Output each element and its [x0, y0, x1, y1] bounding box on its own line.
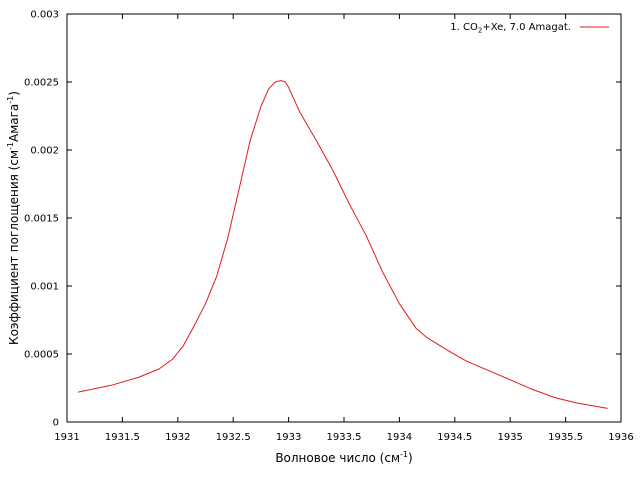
x-tick-label: 1931 [54, 432, 79, 443]
legend-label-subscript: 2 [478, 27, 482, 35]
x-tick-label: 1936 [608, 432, 633, 443]
y-axis-title-part3: ) [7, 91, 21, 96]
x-tick-label: 1933.5 [327, 432, 362, 443]
legend-label-prefix: 1. CO [450, 22, 478, 33]
x-tick-label: 1932 [165, 432, 190, 443]
x-axis-title: Волновое число (см-1) [275, 450, 412, 465]
legend-label-suffix: +Xe, 7.0 Amagat. [482, 22, 571, 33]
x-tick-label: 1934 [387, 432, 412, 443]
x-tick-label: 1935.5 [548, 432, 583, 443]
y-axis-title-superscript2: -1 [6, 96, 15, 104]
plot-frame [66, 13, 622, 423]
y-tick-label: 0 [53, 418, 59, 429]
y-axis-title-part2: Амага [7, 104, 21, 142]
x-tick-label: 1933 [276, 432, 301, 443]
legend: 1. CO2+Xe, 7.0 Amagat. [450, 22, 609, 35]
y-tick-label: 0.002 [30, 146, 59, 157]
series-line-1 [77, 80, 608, 409]
x-tick-label: 1935 [497, 432, 522, 443]
x-tick-label: 1934.5 [437, 432, 472, 443]
y-axis-title-part1: Коэффициент поглощения (см [7, 150, 21, 345]
y-tick-label: 0.0015 [24, 214, 59, 225]
y-tick-label: 0.003 [30, 10, 59, 21]
ticks-layer: 1931 1931.5 1932 1932.5 1933 1933.5 1934 1934.5… [24, 10, 634, 444]
x-tick-label: 1932.5 [216, 432, 251, 443]
x-axis-title-main: Волновое число (см [275, 451, 400, 465]
x-axis-title-superscript: -1 [400, 450, 408, 459]
series-layer [77, 80, 608, 409]
y-tick-label: 0.001 [30, 282, 59, 293]
x-tick-label: 1931.5 [105, 432, 140, 443]
legend-label: 1. CO2+Xe, 7.0 Amagat. [450, 22, 571, 35]
y-axis-title-superscript1: -1 [6, 142, 15, 150]
y-tick-label: 0.0005 [24, 350, 59, 361]
y-axis-title: Коэффициент поглощения (см-1Амага-1) [6, 91, 21, 345]
y-tick-label: 0.0025 [24, 78, 59, 89]
x-axis-title-end: ) [408, 451, 413, 465]
